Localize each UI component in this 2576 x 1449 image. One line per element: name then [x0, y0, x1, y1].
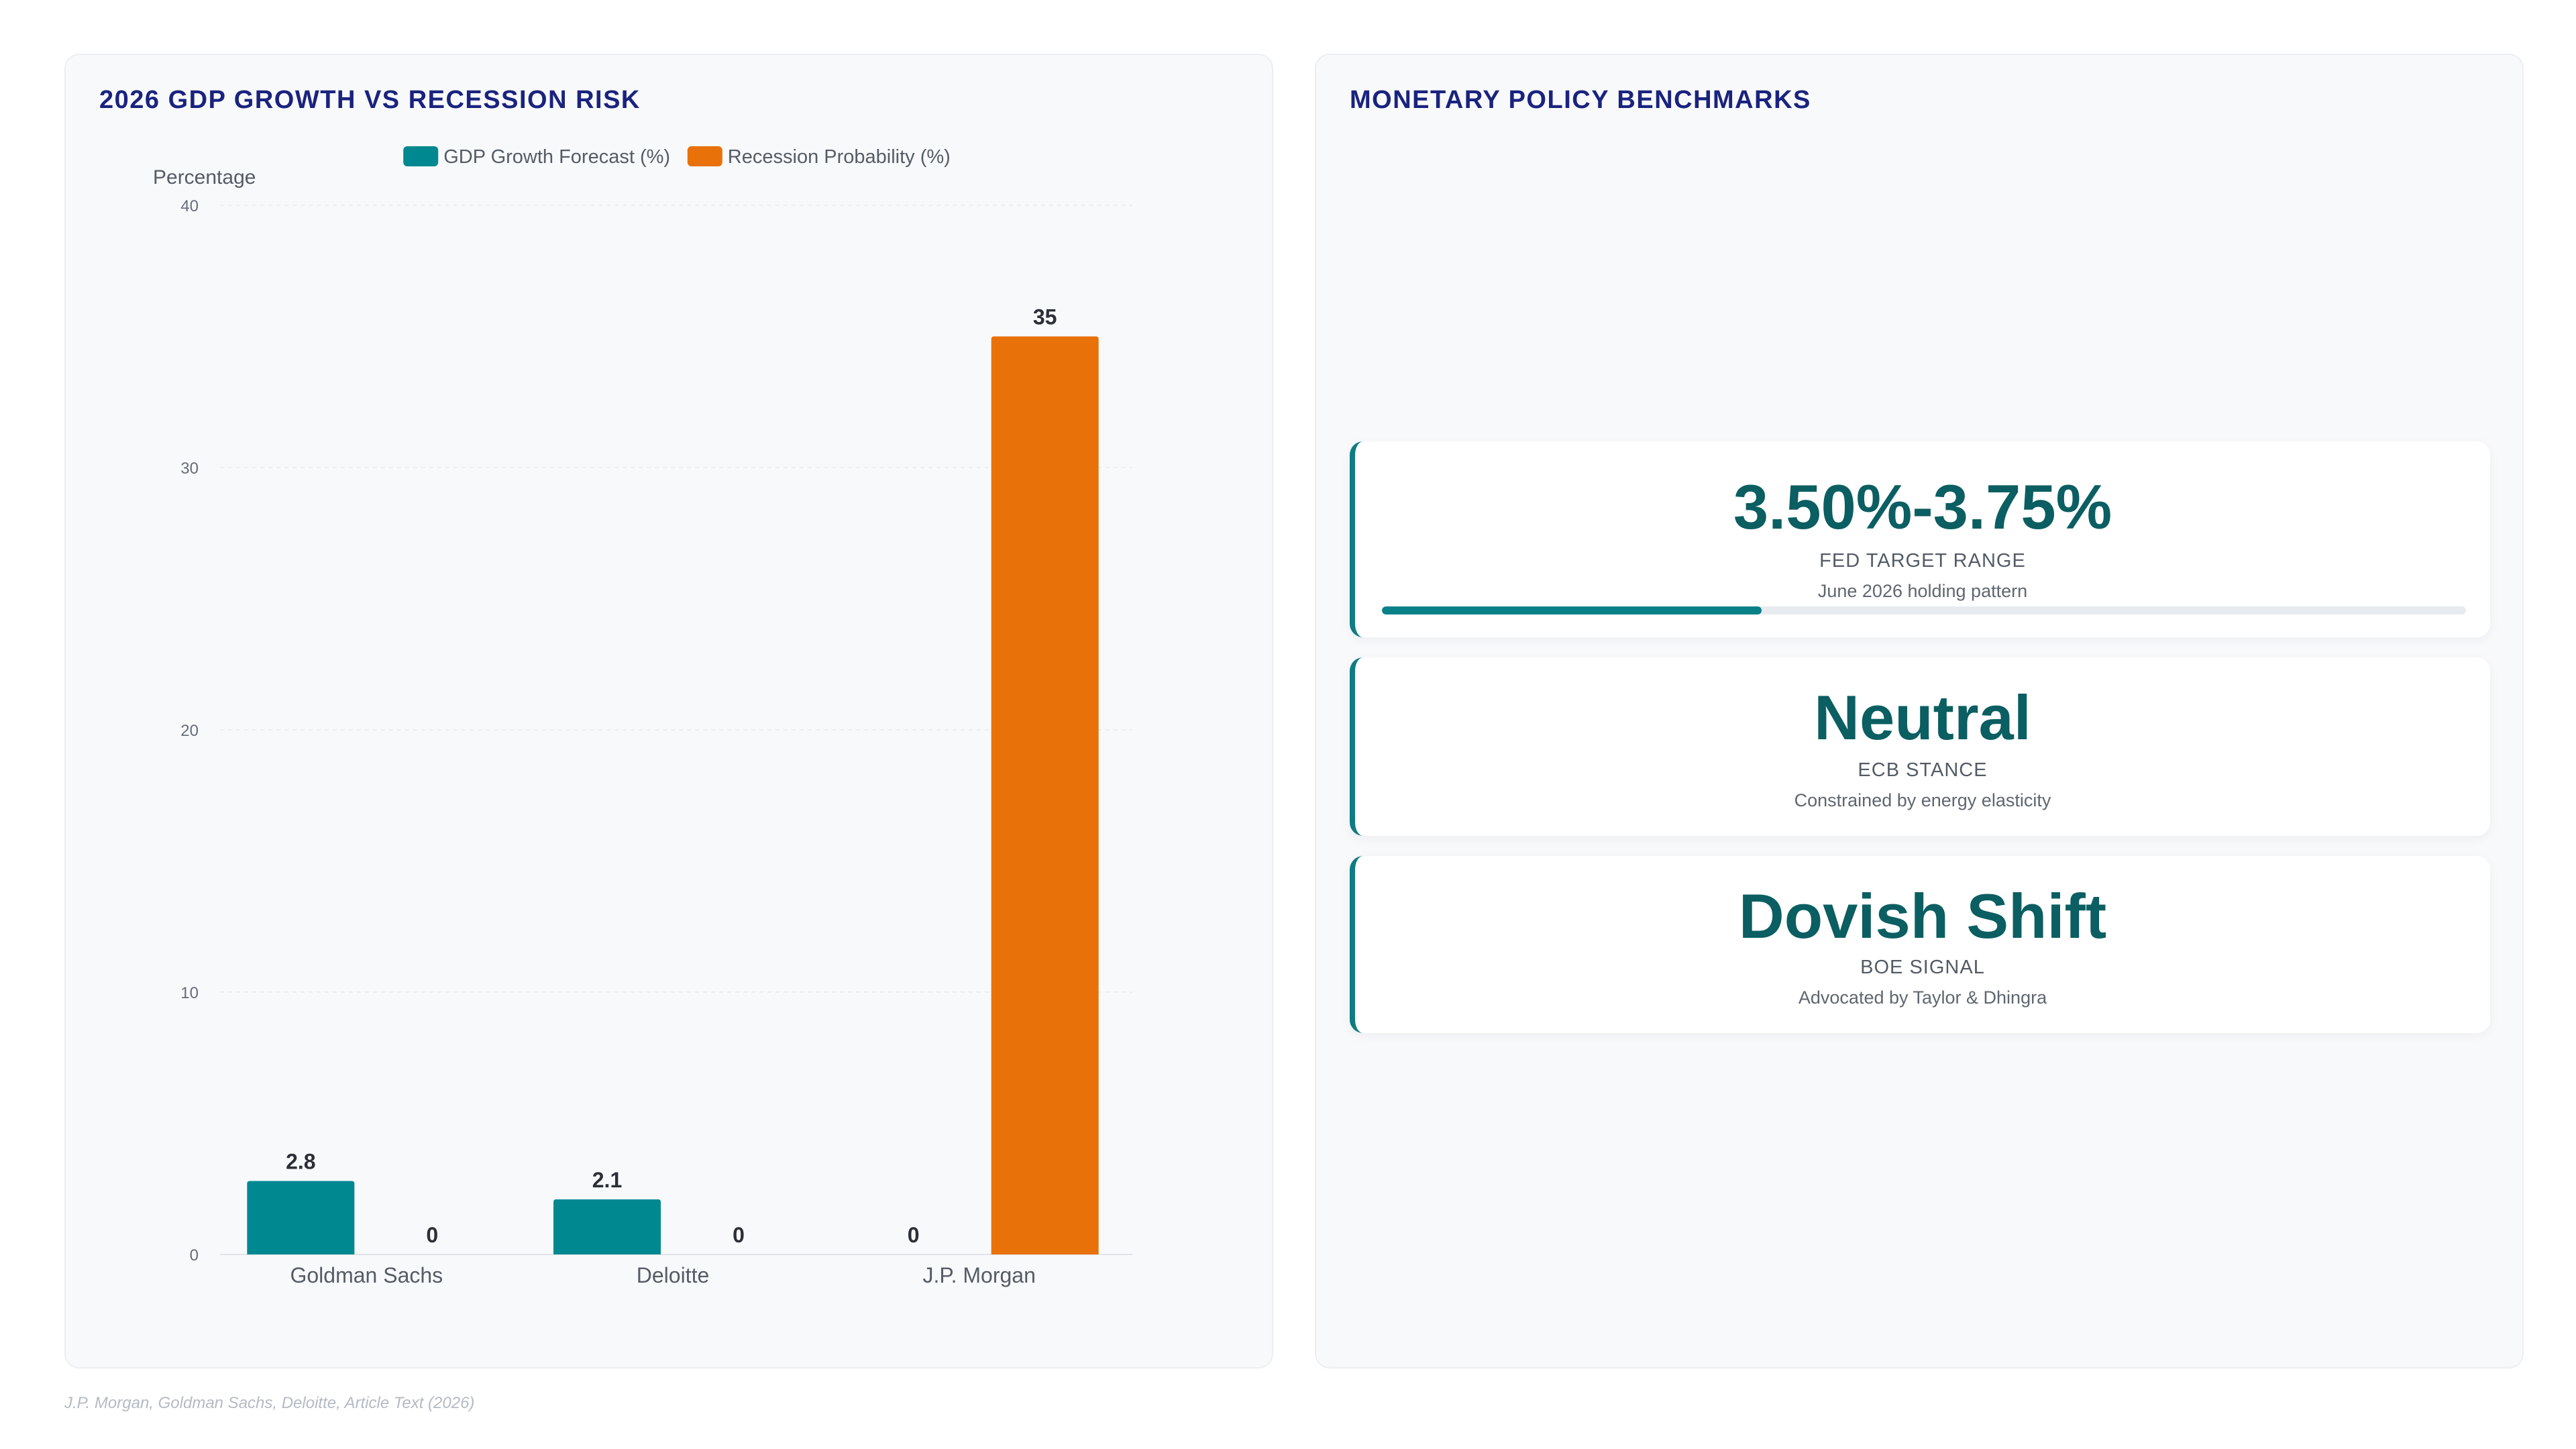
kpi-label-boe: BOE SIGNAL	[1860, 957, 1985, 978]
y-tick-label: 30	[180, 460, 199, 478]
kpi-label-ecb: ECB STANCE	[1858, 759, 1988, 781]
gdp-chart-panel: 2026 GDP GROWTH VS RECESSION RISK 0 10 20 3…	[64, 54, 1273, 1368]
kpi-desc-boe: Advocated by Taylor & Dhingra	[1798, 987, 2047, 1008]
legend-swatch	[403, 146, 439, 166]
bar	[553, 1199, 661, 1254]
data-label: 0	[426, 1223, 438, 1247]
data-label: 35	[1033, 305, 1057, 329]
kpi-value-fed: 3.50%-3.75%	[1733, 472, 2112, 542]
kpi-card-fed: 3.50%-3.75% FED TARGET RANGE June 2026 h…	[1350, 441, 2490, 637]
bar	[247, 1181, 355, 1254]
x-tick-label: Deloitte	[637, 1263, 710, 1287]
legend-label: GDP Growth Forecast (%)	[443, 146, 670, 168]
data-label: 2.8	[286, 1150, 315, 1174]
kpi-value-boe: Dovish Shift	[1738, 881, 2107, 951]
kpi-desc-fed: June 2026 holding pattern	[1817, 581, 2028, 601]
kpi-desc-ecb: Constrained by energy elasticity	[1794, 790, 2051, 810]
x-tick-label: J.P. Morgan	[922, 1263, 1035, 1287]
kpi-value-ecb: Neutral	[1814, 682, 2031, 753]
y-tick-label: 0	[190, 1246, 199, 1265]
legend-label: Recession Probability (%)	[728, 146, 951, 168]
y-tick-label: 20	[180, 722, 199, 740]
data-label: 0	[908, 1223, 920, 1247]
policy-panel-title: MONETARY POLICY BENCHMARKS	[1350, 86, 1811, 114]
kpi-label-fed: FED TARGET RANGE	[1819, 550, 2026, 572]
source-footnote: J.P. Morgan, Goldman Sachs, Deloitte, Ar…	[64, 1394, 475, 1412]
policy-panel: MONETARY POLICY BENCHMARKS 3.50%-3.75% F…	[1315, 54, 2524, 1368]
kpi-card-ecb: Neutral ECB STANCE Constrained by energy…	[1350, 657, 2490, 836]
chart-panel-title: 2026 GDP GROWTH VS RECESSION RISK	[99, 86, 641, 114]
fed-progress-track	[1382, 606, 2466, 614]
bar	[991, 336, 1099, 1254]
kpi-card-boe: Dovish Shift BOE SIGNAL Advocated by Tay…	[1350, 856, 2490, 1033]
data-label: 0	[733, 1223, 745, 1247]
x-tick-label: Goldman Sachs	[290, 1263, 443, 1287]
y-axis-label: Percentage	[153, 166, 256, 189]
y-tick-label: 40	[180, 197, 199, 215]
legend-swatch	[687, 146, 722, 166]
data-label: 2.1	[592, 1168, 622, 1192]
bar-chart: 0 10 20 30 40 Percentage GDP Growth Forecast (…	[153, 146, 1132, 1287]
y-tick-label: 10	[180, 984, 199, 1002]
fed-progress-fill	[1382, 606, 1762, 614]
